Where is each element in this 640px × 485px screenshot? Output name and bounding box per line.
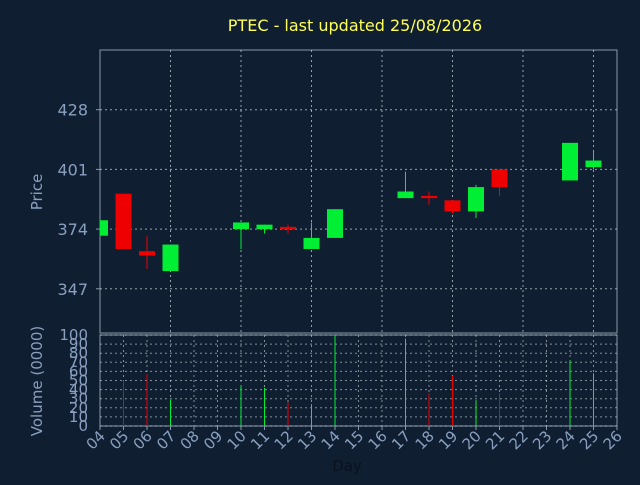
candle-body [139, 251, 155, 256]
candle-body [562, 142, 578, 181]
candle-25 [585, 151, 602, 170]
candle-body [115, 193, 132, 249]
x-tick-label: 25 [576, 427, 602, 453]
volume-ytick-label: 100 [59, 326, 88, 344]
x-tick-label: 13 [294, 427, 320, 453]
x-tick-label: 15 [341, 427, 367, 453]
price-axis-label: Price [28, 174, 46, 211]
volume-ytick-label: 70 [69, 353, 88, 371]
x-tick-label: 21 [482, 427, 508, 453]
x-tick-label: 17 [388, 427, 414, 453]
volume-ytick-label: 80 [69, 344, 88, 362]
candle-13 [303, 222, 320, 249]
volume-ytick-label: 60 [69, 362, 88, 380]
candle-body [444, 200, 461, 212]
x-tick-label: 23 [529, 427, 555, 453]
candle-body [585, 160, 602, 168]
volume-ytick-label: 50 [69, 372, 88, 390]
candle-body [491, 169, 508, 188]
price-plot-frame [99, 49, 618, 334]
x-tick-label: 08 [177, 427, 203, 453]
candle-21 [491, 169, 508, 196]
x-tick-label: 09 [200, 427, 226, 453]
price-panel: 347 374 401 428 [57, 49, 618, 334]
candle-05 [115, 193, 132, 249]
candle-body [100, 220, 108, 236]
price-ytick-label: 374 [57, 220, 88, 239]
candle-10 [233, 222, 249, 249]
x-tick-label: 16 [365, 427, 391, 453]
candle-11 [256, 224, 273, 234]
volume-ytick-label: 20 [69, 399, 88, 417]
candle-14 [327, 209, 343, 238]
volume-ytick-label: 90 [69, 335, 88, 353]
x-axis-ticks: 0405060708091011121314151617181920212223… [83, 426, 626, 453]
x-tick-label: 12 [271, 427, 297, 453]
candle-body [162, 244, 179, 272]
candle-17 [397, 171, 414, 199]
x-tick-label: 18 [412, 427, 438, 453]
candle-19 [444, 200, 461, 214]
x-tick-label: 06 [130, 427, 156, 453]
price-ytick-label: 347 [57, 280, 88, 299]
candle-body [256, 224, 273, 230]
x-tick-label: 10 [224, 427, 250, 453]
x-tick-label: 07 [153, 427, 179, 453]
x-tick-label: 24 [553, 427, 579, 453]
chart-title: PTEC - last updated 25/08/2026 [228, 16, 482, 35]
x-tick-label: 26 [600, 427, 626, 453]
candle-body [327, 209, 343, 238]
candle-24 [562, 142, 578, 181]
candle-06 [139, 235, 155, 269]
price-ytick-label: 428 [57, 101, 88, 120]
candle-body [233, 222, 249, 230]
x-tick-label: 19 [435, 427, 461, 453]
candle-body [303, 237, 320, 249]
candle-04 [99, 220, 108, 236]
volume-ytick-label: 10 [69, 408, 88, 426]
volume-ytick-label: 30 [69, 390, 88, 408]
price-ytick-label: 401 [57, 160, 88, 179]
x-tick-label: 14 [318, 427, 344, 453]
candle-body [421, 195, 437, 199]
candle-body [280, 226, 296, 230]
x-tick-label: 20 [459, 427, 485, 453]
volume-ytick-label: 40 [69, 381, 88, 399]
x-tick-label: 05 [106, 427, 132, 453]
volume-axis-label: Volume (0000) [28, 326, 46, 436]
x-axis-label: Day [332, 457, 362, 475]
candle-07 [162, 244, 179, 272]
x-tick-label: 22 [506, 427, 532, 453]
candle-18 [421, 191, 437, 205]
candle-body [397, 191, 414, 199]
candle-body [468, 187, 484, 212]
x-tick-label: 11 [247, 427, 273, 453]
candle-20 [468, 184, 484, 219]
volume-ytick-label: 0 [78, 417, 88, 435]
candle-12 [280, 224, 296, 234]
